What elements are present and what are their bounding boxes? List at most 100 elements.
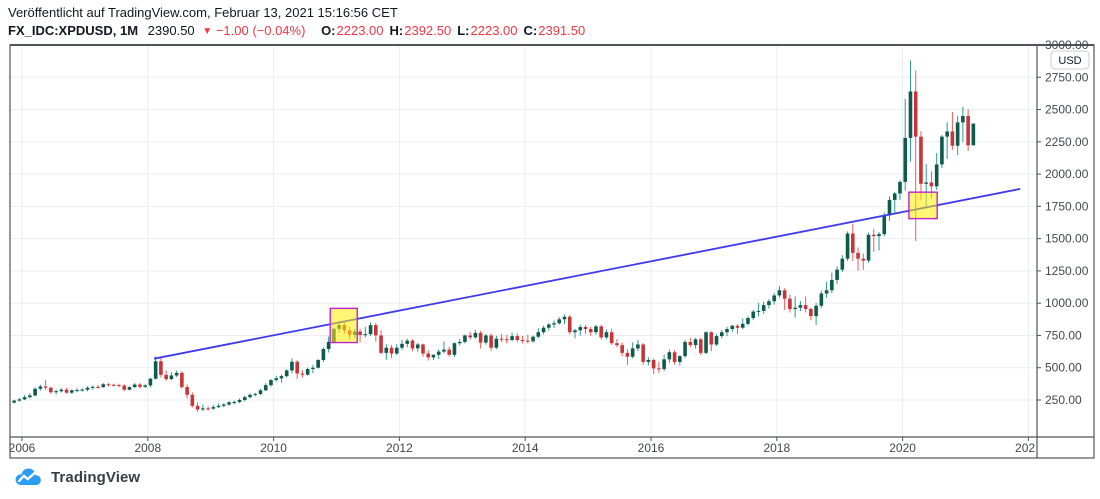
year-tick-label: 2016	[638, 441, 665, 455]
candle-body	[90, 386, 95, 388]
candle-body	[851, 233, 855, 253]
candle-body	[725, 329, 729, 333]
candle-body	[153, 361, 158, 379]
candle-body	[882, 215, 887, 235]
candle-body	[562, 316, 567, 320]
candle-body	[222, 404, 226, 406]
candle-body	[934, 164, 939, 187]
price-tick-label: 2500.00	[1045, 103, 1089, 117]
highlight-box-2[interactable]	[908, 191, 938, 220]
candle-body	[594, 326, 598, 333]
candle-body	[326, 341, 331, 350]
candle-body	[505, 339, 509, 341]
candle-body	[871, 234, 876, 237]
candle-body	[274, 378, 279, 380]
candle-body	[892, 193, 897, 200]
candle-body	[69, 390, 74, 393]
candle-body	[793, 307, 797, 309]
candle-body	[415, 344, 420, 349]
candle-body	[756, 310, 761, 312]
candle-body	[363, 334, 368, 336]
candle-body	[719, 332, 724, 337]
candle-body	[185, 387, 189, 395]
candle-body	[945, 131, 949, 137]
candle-body	[54, 391, 58, 393]
candle-body	[646, 359, 651, 362]
candle-body	[751, 311, 756, 319]
candle-body	[814, 305, 818, 317]
year-tick-label: 2012	[386, 441, 413, 455]
chart-plot-area[interactable]	[10, 45, 1037, 437]
candle-body	[672, 352, 677, 362]
candle-body	[290, 361, 294, 371]
change-value: −1.00 (−0.04%)	[215, 23, 306, 38]
candle-body	[305, 369, 310, 375]
price-tick-label: 2750.00	[1045, 70, 1089, 84]
price-tick-label: 1750.00	[1045, 199, 1089, 213]
candle-body	[253, 393, 258, 395]
candle-body	[33, 388, 37, 396]
candle-body	[835, 269, 839, 280]
candle-body	[588, 329, 593, 333]
candle-body	[824, 290, 829, 294]
candle-body	[143, 385, 147, 387]
symbol-status-line: FX_IDC:XPDUSD, 1M 2390.50 ▼ −1.00 (−0.04…	[8, 22, 585, 42]
candle-body	[49, 387, 53, 393]
candle-body	[651, 359, 656, 369]
candle-body	[311, 367, 315, 370]
candle-body	[735, 325, 740, 328]
candle-body	[552, 323, 556, 325]
candle-body	[667, 352, 672, 360]
candle-body	[840, 258, 845, 270]
price-tick-label: 1500.00	[1045, 232, 1089, 246]
candle-body	[195, 405, 200, 410]
candle-body	[174, 372, 179, 376]
candle-body	[101, 384, 106, 388]
price-tick-label: 3000.00	[1045, 38, 1089, 52]
candle-body	[284, 370, 289, 377]
price-tick-label: 1250.00	[1045, 264, 1089, 278]
candle-body	[201, 408, 205, 410]
tradingview-attribution-link[interactable]: TradingView	[12, 466, 140, 488]
candle-body	[263, 385, 268, 391]
candle-body	[258, 390, 263, 394]
trendline-drawing[interactable]	[153, 188, 1021, 360]
candle-body	[887, 199, 892, 216]
candle-body	[777, 290, 782, 296]
candle-body	[295, 361, 299, 374]
year-tick-label: 2010	[260, 441, 287, 455]
candle-body	[830, 279, 834, 291]
highlight-box-1[interactable]	[329, 307, 358, 344]
candle-body	[159, 361, 163, 375]
price-axis[interactable]: 3000.00 2750.00 2500.00 2250.00 2000.00 1750.…	[1037, 38, 1089, 407]
candle-body	[64, 389, 69, 393]
down-triangle-icon: ▼	[202, 26, 213, 37]
candle-body	[583, 327, 588, 329]
candle-body	[300, 373, 305, 375]
candle-body	[43, 386, 48, 388]
time-axis[interactable]: 2006 2008 2010 2012 2014 2016 2018 2020 2022	[9, 437, 1042, 455]
candle-body	[206, 408, 210, 410]
candle-body	[620, 345, 624, 353]
candle-body	[494, 338, 499, 348]
price-tick-label: 250.00	[1045, 393, 1082, 407]
candle-body	[164, 374, 168, 380]
candle-body	[657, 368, 661, 370]
candle-body	[489, 335, 493, 348]
candle-body	[536, 332, 541, 337]
candle-body	[426, 353, 431, 358]
chart-header: Veröffentlicht auf TradingView.com, Febr…	[8, 4, 585, 42]
candle-body	[510, 336, 514, 340]
candle-body	[709, 332, 714, 345]
year-tick-label: 2014	[512, 441, 539, 455]
candle-body	[573, 330, 577, 333]
candle-body	[374, 325, 378, 336]
candle-body	[819, 293, 824, 306]
candle-body	[940, 136, 944, 165]
price-tick-label: 750.00	[1045, 328, 1082, 342]
candle-body	[678, 356, 682, 362]
candle-body	[457, 341, 462, 344]
candle-body	[316, 359, 320, 368]
ohlc-readout: O:2223.00 H:2392.50 L:2223.00 C:2391.50	[315, 23, 585, 38]
candle-body	[421, 344, 425, 354]
